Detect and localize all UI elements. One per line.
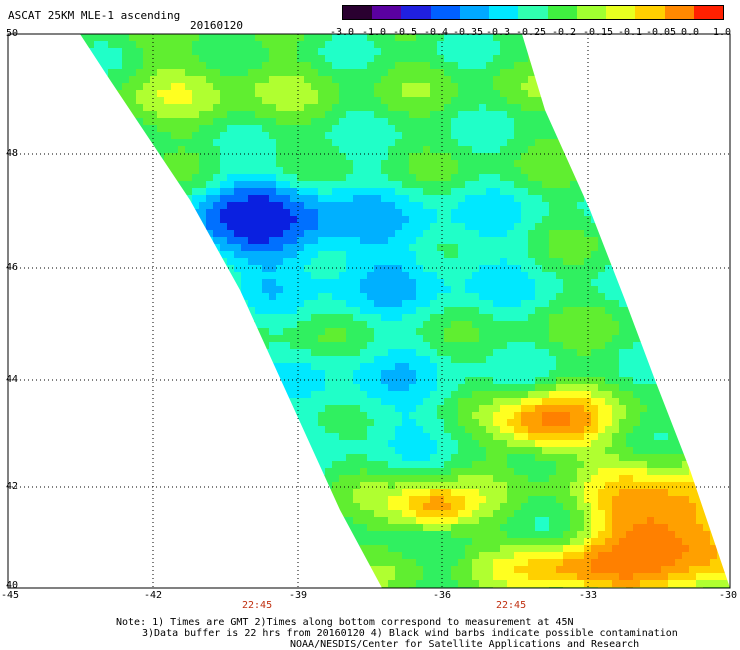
note-line-1: Note: 1) Times are GMT 2)Times along bot… (116, 617, 574, 628)
lat-label-50: 50 (6, 28, 19, 39)
colorbar-swatch (343, 6, 373, 19)
colorbar-tick: -0.1 (617, 27, 643, 38)
colorbar-swatch (518, 6, 548, 19)
colorbar-tick: -1.0 (361, 27, 387, 38)
colorbar-swatch (547, 6, 577, 19)
map-date: 20160120 (190, 19, 243, 32)
time-label-1: 22:45 (242, 600, 273, 611)
lat-label-40: 40 (6, 580, 19, 591)
lon-label-42: -42 (143, 590, 163, 601)
colorbar-tick: -0.2 (551, 27, 577, 38)
lon-label-39: -39 (288, 590, 308, 601)
colorbar-tick: -0.25 (515, 27, 547, 38)
colorbar-tick: -0.05 (645, 27, 677, 38)
colorbar-swatch (489, 6, 519, 19)
colorbar-swatch (693, 6, 724, 19)
grid-lines (8, 34, 730, 588)
colorbar-swatch (576, 6, 607, 19)
colorbar-swatch (430, 6, 460, 19)
colorbar-tick: 0.0 (680, 27, 700, 38)
colorbar-tick: -0.3 (485, 27, 511, 38)
colorbar-swatch (459, 6, 490, 19)
map-title: ASCAT 25KM MLE-1 ascending (8, 9, 181, 22)
colorbar-tick: -0.15 (582, 27, 614, 38)
lon-label-30: -30 (718, 590, 738, 601)
colorbar-tick: -0.5 (392, 27, 418, 38)
lat-label-42: 42 (6, 481, 19, 492)
colorbar-tick: -3.0 (329, 27, 355, 38)
lon-label-45: -45 (0, 590, 20, 601)
lat-label-48: 48 (6, 148, 19, 159)
data-swath (80, 34, 730, 588)
lat-label-44: 44 (6, 374, 19, 385)
colorbar-swatch (401, 6, 431, 19)
lat-label-46: 46 (6, 262, 19, 273)
plot-frame (7, 33, 731, 589)
lon-label-36: -36 (432, 590, 452, 601)
colorbar-swatch (664, 6, 694, 19)
time-label-2: 22:45 (496, 600, 527, 611)
colorbar-swatch (635, 6, 665, 19)
lon-label-33: -33 (578, 590, 598, 601)
note-line-2: 3)Data buffer is 22 hrs from 20160120 4)… (142, 628, 678, 639)
colorbar-tick: -0.35 (452, 27, 484, 38)
colorbar-ticks: -3.0 -1.0 -0.5 -0.4 -0.35 -0.3 -0.25 -0.2 -0.15-… (320, 27, 740, 39)
colorbar-swatch (372, 6, 402, 19)
colorbar-tick: -0.4 (423, 27, 449, 38)
note-line-3: NOAA/NESDIS/Center for Satellite Applica… (290, 639, 640, 650)
colorbar-swatch (606, 6, 636, 19)
colorbar (342, 5, 724, 20)
colorbar-tick: 1.0 (712, 27, 732, 38)
